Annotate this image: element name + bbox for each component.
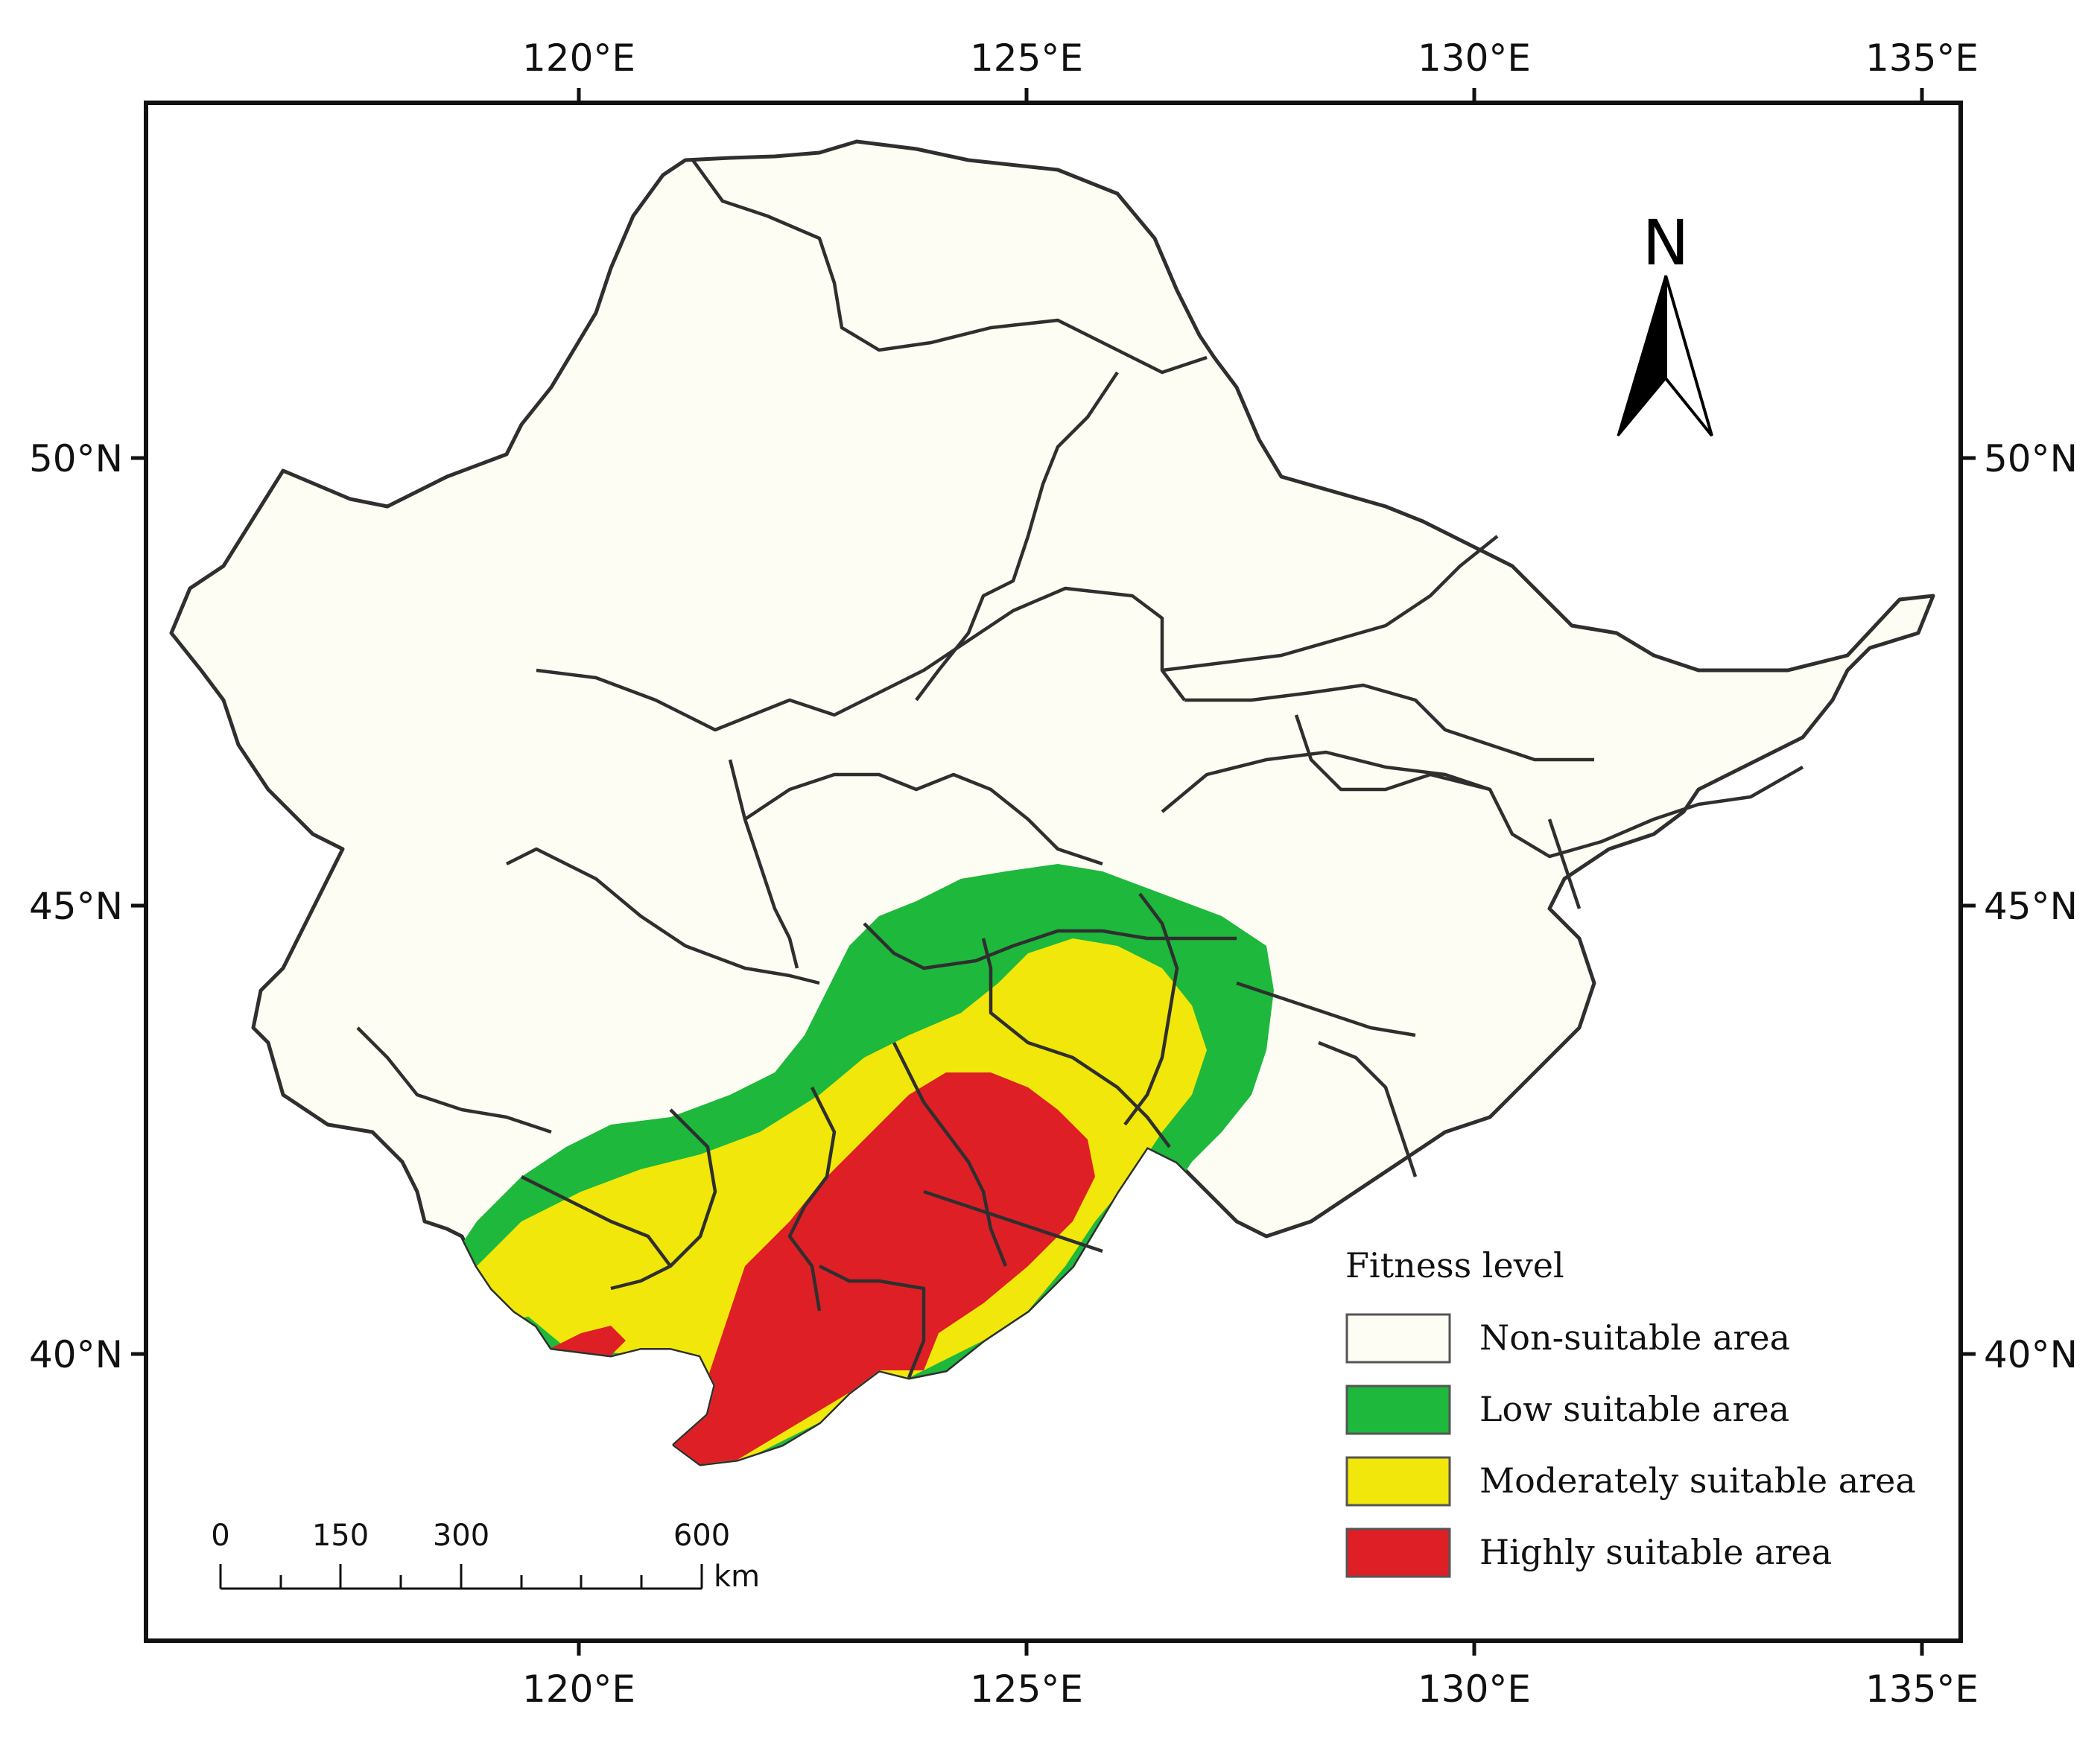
legend-label-non-suitable: Non-suitable area <box>1479 1317 1790 1358</box>
suitability-zones <box>447 864 1274 1464</box>
legend-title: Fitness level <box>1345 1245 1564 1285</box>
legend: Fitness level Non-suitable area Low suit… <box>1345 1245 1916 1578</box>
bottom-longitude-axis <box>577 1641 1924 1656</box>
lon-tick-top-120: 120°E <box>522 36 635 80</box>
legend-label-moderately-suitable: Moderately suitable area <box>1479 1460 1916 1501</box>
lat-tick-right-45: 45°N <box>1984 885 2078 928</box>
lat-tick-left-50: 50°N <box>29 437 123 480</box>
scale-label-300: 300 <box>433 1519 489 1553</box>
north-label: N <box>1643 206 1690 279</box>
moderate-suitability-patch-west <box>477 1251 566 1318</box>
legend-swatch-low-suitable <box>1345 1385 1451 1435</box>
scale-label-600: 600 <box>673 1519 730 1553</box>
right-latitude-axis <box>1961 456 1976 1356</box>
lat-tick-right-50: 50°N <box>1984 437 2078 480</box>
administrative-borders <box>356 159 1804 1379</box>
scale-bar-lines <box>219 1564 703 1590</box>
scale-unit-label: km <box>714 1560 760 1594</box>
top-longitude-axis <box>577 88 1924 103</box>
lon-tick-bottom-125: 125°E <box>970 1668 1083 1711</box>
high-suitability-zone <box>670 1072 1095 1464</box>
lat-tick-left-45: 45°N <box>29 885 123 928</box>
legend-swatch-highly-suitable <box>1345 1528 1451 1578</box>
lon-tick-top-125: 125°E <box>970 36 1083 80</box>
north-arrow-right-half <box>1664 275 1713 437</box>
scale-bar: 0 150 300 600 km <box>211 1519 760 1594</box>
scale-label-0: 0 <box>211 1519 229 1553</box>
lat-tick-left-40: 40°N <box>29 1333 123 1376</box>
lon-tick-top-130: 130°E <box>1418 36 1531 80</box>
high-suitability-patch-west <box>551 1326 626 1355</box>
lat-tick-right-40: 40°N <box>1984 1333 2078 1376</box>
scale-label-150: 150 <box>312 1519 369 1553</box>
legend-label-highly-suitable: Highly suitable area <box>1479 1532 1832 1572</box>
legend-label-low-suitable: Low suitable area <box>1479 1389 1789 1429</box>
lon-tick-top-135: 135°E <box>1865 36 1979 80</box>
lon-tick-bottom-120: 120°E <box>522 1668 635 1711</box>
lon-tick-bottom-130: 130°E <box>1418 1668 1531 1711</box>
legend-swatch-moderately-suitable <box>1345 1456 1451 1507</box>
lon-tick-bottom-135: 135°E <box>1865 1668 1979 1711</box>
left-latitude-axis <box>131 456 146 1356</box>
legend-swatch-non-suitable <box>1345 1313 1451 1364</box>
north-arrow: N <box>1617 206 1713 437</box>
